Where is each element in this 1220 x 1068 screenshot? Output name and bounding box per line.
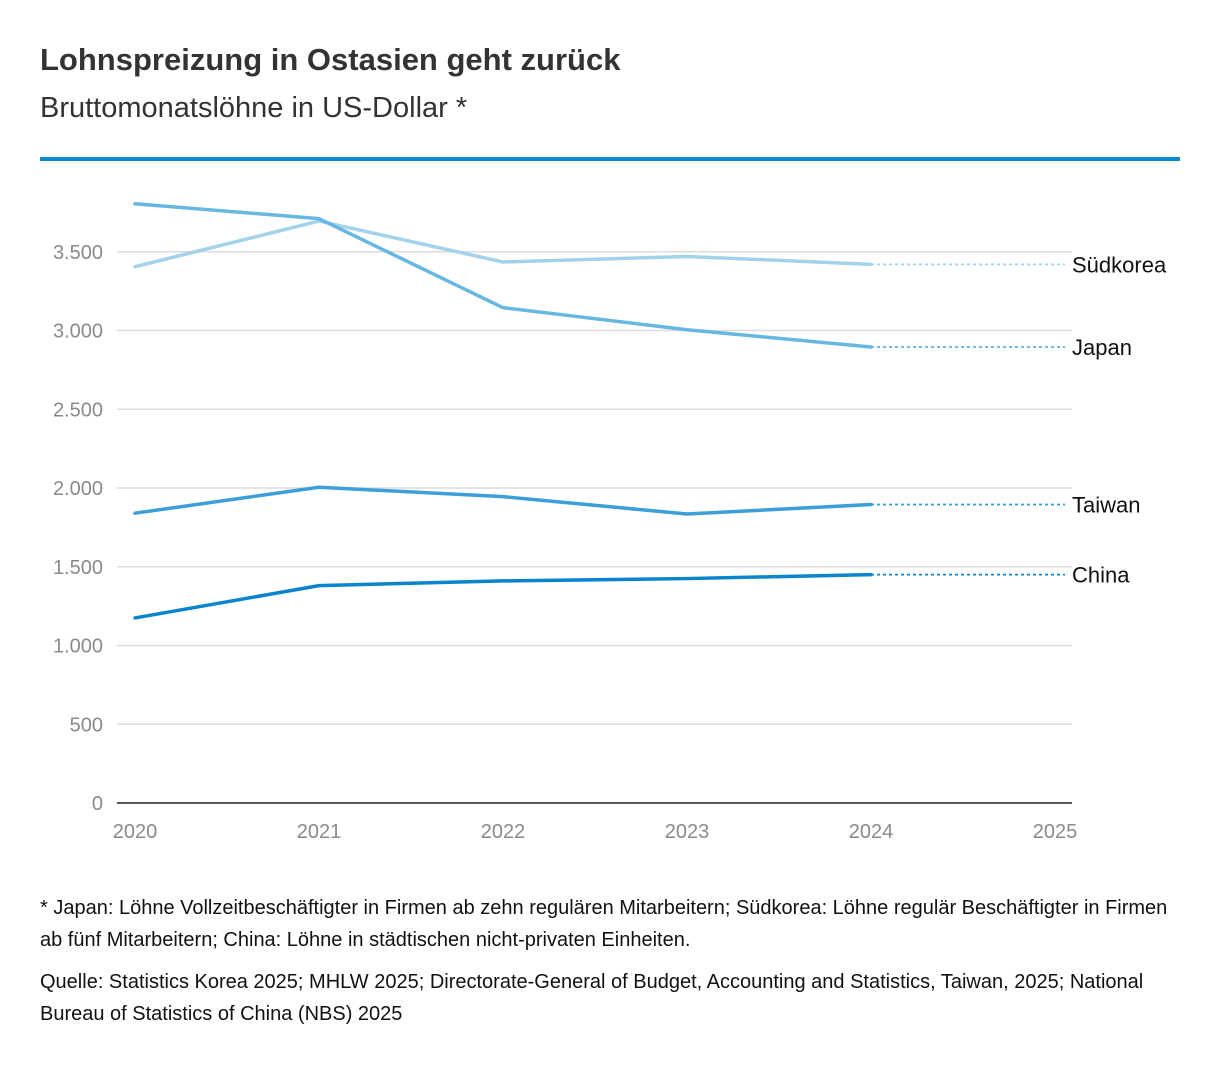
series-line-suedkorea xyxy=(133,219,873,269)
chart-subtitle: Bruttomonatslöhne in US-Dollar * xyxy=(40,92,468,124)
series-label-china: China xyxy=(1072,563,1130,588)
series-line-china xyxy=(133,572,873,620)
y-tick-label: 2.000 xyxy=(53,478,103,500)
x-tick-label: 2023 xyxy=(665,821,710,843)
gridlines xyxy=(117,251,1072,725)
y-tick-label: 500 xyxy=(70,714,103,736)
title-divider xyxy=(40,157,1180,161)
x-tick-label: 2021 xyxy=(297,821,342,843)
y-tick-label: 2.500 xyxy=(53,399,103,421)
series-lines xyxy=(133,201,1065,620)
source-note: Quelle: Statistics Korea 2025; MHLW 2025… xyxy=(40,971,1144,1025)
series-line-taiwan xyxy=(133,485,873,516)
y-tick-label: 0 xyxy=(92,793,103,815)
footnote: * Japan: Löhne Vollzeitbeschäftigter in … xyxy=(40,897,1168,951)
y-tick-label: 3.000 xyxy=(53,321,103,343)
y-tick-label: 3.500 xyxy=(53,242,103,264)
x-tick-label: 2024 xyxy=(849,821,894,843)
series-line-japan xyxy=(133,201,873,349)
x-axis-ticks: 2020 2021 2022 2023 2024 2025 xyxy=(113,821,1078,843)
y-tick-label: 1.000 xyxy=(53,636,103,658)
chart-title: Lohnspreizung in Ostasien geht zurück xyxy=(40,42,621,77)
series-label-suedkorea: Südkorea xyxy=(1072,252,1167,277)
y-axis-ticks: 0 500 1.000 1.500 2.000 2.500 3.000 3.500 xyxy=(53,242,103,815)
x-tick-label: 2020 xyxy=(113,821,158,843)
series-label-taiwan: Taiwan xyxy=(1072,493,1140,518)
x-tick-label: 2022 xyxy=(481,821,526,843)
y-tick-label: 1.500 xyxy=(53,557,103,579)
series-end-labels: Südkorea Japan Taiwan China xyxy=(1072,252,1167,587)
series-label-japan: Japan xyxy=(1072,335,1132,360)
x-tick-label: 2025 xyxy=(1033,821,1078,843)
